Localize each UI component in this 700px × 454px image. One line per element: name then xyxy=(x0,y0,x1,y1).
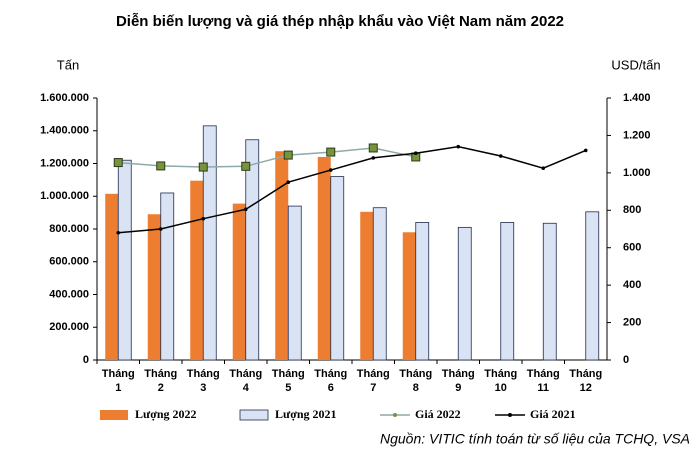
x-tick-label: Tháng 4 xyxy=(229,368,262,394)
bar xyxy=(190,180,204,360)
bar xyxy=(232,203,246,360)
legend-label: Giá 2022 xyxy=(415,407,461,421)
line xyxy=(118,145,587,234)
chart-title: Diễn biến lượng và giá thép nhập khẩu và… xyxy=(116,13,564,30)
bar xyxy=(275,151,289,360)
bar xyxy=(287,205,302,361)
bar xyxy=(500,222,515,361)
bar xyxy=(542,222,557,361)
point xyxy=(158,227,163,231)
bar xyxy=(117,159,132,361)
point xyxy=(368,143,378,153)
legend-swatch xyxy=(393,413,397,417)
x-tick-label: Tháng 5 xyxy=(272,368,305,394)
y-tick-label: 200.000 xyxy=(49,321,89,333)
bar xyxy=(415,222,430,361)
point xyxy=(371,156,376,160)
y2-tick-label: 400 xyxy=(623,279,641,291)
y-tick-label: 600.000 xyxy=(49,256,89,268)
y-tick-label: 400.000 xyxy=(49,288,89,300)
point xyxy=(116,230,121,235)
legend-swatch xyxy=(508,413,512,417)
bar xyxy=(330,176,345,361)
bar xyxy=(105,193,119,360)
y2-tick-label: 800 xyxy=(623,204,641,216)
y-tick-label: 0 xyxy=(83,354,89,366)
point xyxy=(413,151,418,156)
point xyxy=(243,207,248,212)
y-tick-label: 1.400.000 xyxy=(40,125,89,137)
y-tick-label: 800.000 xyxy=(49,223,89,235)
x-tick-label: Tháng 8 xyxy=(399,368,432,394)
point xyxy=(286,180,291,185)
y-axis-title: Tấn xyxy=(57,57,79,72)
bar xyxy=(360,211,374,360)
point xyxy=(198,162,208,172)
line xyxy=(118,147,416,168)
y-tick-label: 1.200.000 xyxy=(40,157,89,169)
x-tick-label: Tháng 6 xyxy=(314,368,347,394)
point xyxy=(326,147,336,157)
y2-tick-label: 1.000 xyxy=(623,167,651,179)
x-tick-label: Tháng 2 xyxy=(144,368,177,394)
y-tick-label: 1.600.000 xyxy=(40,92,89,104)
y2-tick-label: 0 xyxy=(623,354,629,366)
x-tick-label: Tháng 7 xyxy=(357,368,390,394)
bar xyxy=(202,125,217,361)
x-tick-label: Tháng 9 xyxy=(442,368,475,394)
legend-swatch xyxy=(100,410,128,420)
x-tick-label: Tháng 1 xyxy=(102,368,135,394)
y2-axis-title: USD/tấn xyxy=(611,57,660,72)
source: Nguồn: VITIC tính toán từ số liệu của TC… xyxy=(380,431,690,447)
legend-label: Lượng 2022 xyxy=(135,407,197,421)
x-tick-label: Tháng 11 xyxy=(527,368,560,394)
point xyxy=(456,144,461,149)
bar xyxy=(160,192,175,361)
point xyxy=(283,150,293,160)
bar xyxy=(317,156,331,360)
point xyxy=(113,158,123,168)
legend-swatch xyxy=(239,409,269,421)
point xyxy=(583,148,588,153)
y2-tick-label: 1.400 xyxy=(623,92,651,104)
x-tick-label: Tháng 10 xyxy=(484,368,517,394)
x-tick-label: Tháng 3 xyxy=(187,368,220,394)
bar xyxy=(457,226,472,361)
bar xyxy=(585,211,600,361)
legend-label: Giá 2021 xyxy=(530,407,576,421)
y2-tick-label: 600 xyxy=(623,242,641,254)
y2-tick-label: 200 xyxy=(623,316,641,328)
bar xyxy=(372,207,387,361)
bar xyxy=(147,214,161,360)
point xyxy=(541,166,546,170)
y2-tick-label: 1.200 xyxy=(623,129,651,141)
point xyxy=(241,161,251,171)
y-tick-label: 1.000.000 xyxy=(40,190,89,202)
point xyxy=(201,216,206,221)
bar xyxy=(402,232,416,360)
x-tick-label: Tháng 12 xyxy=(569,368,602,394)
point xyxy=(328,168,333,172)
point xyxy=(156,161,166,171)
legend-label: Lượng 2021 xyxy=(275,407,337,421)
bar xyxy=(245,139,260,361)
point xyxy=(498,154,503,158)
